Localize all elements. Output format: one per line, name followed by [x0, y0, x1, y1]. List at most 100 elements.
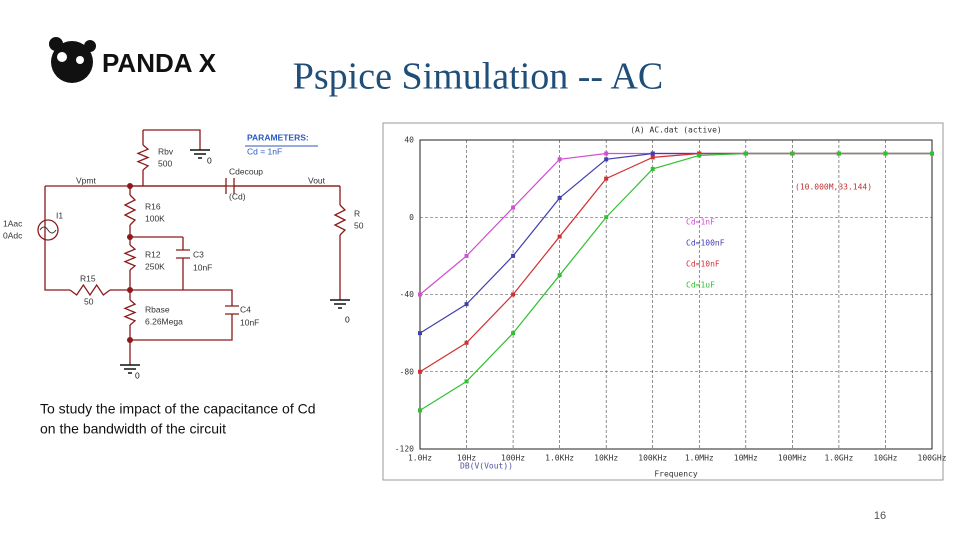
- circuit-label: 50: [84, 296, 94, 306]
- series-marker: [464, 253, 469, 258]
- series-marker: [743, 151, 748, 156]
- circuit-label: R12: [145, 249, 161, 259]
- circuit-label: 0: [207, 155, 212, 165]
- series-marker: [557, 157, 562, 162]
- circuit-label: R15: [80, 273, 96, 283]
- plot-title: (A) AC.dat (active): [630, 126, 722, 135]
- series-marker: [604, 157, 609, 162]
- circuit-label: C4: [240, 304, 251, 314]
- legend-entry: Cd=1uF: [686, 281, 715, 290]
- resistor: [123, 194, 137, 226]
- trace-label: DB(V(Vout)): [460, 462, 513, 471]
- y-tick-label: -40: [400, 290, 415, 299]
- circuit-label: 10nF: [193, 262, 212, 272]
- series-marker: [418, 408, 422, 413]
- legend-entry: Cd=100nF: [686, 239, 725, 248]
- x-tick-label: 100KHz: [638, 454, 667, 463]
- x-tick-label: 1.0MHz: [685, 454, 714, 463]
- series-marker: [464, 379, 469, 384]
- y-tick-label: 0: [409, 213, 414, 222]
- circuit-label: I1: [56, 210, 63, 220]
- x-tick-label: 100GHz: [918, 454, 947, 463]
- caption: To study the impact of the capacitance o…: [40, 401, 316, 437]
- y-tick-label: 40: [404, 136, 414, 145]
- x-tick-label: 10GHz: [873, 454, 897, 463]
- series-marker: [604, 176, 609, 181]
- x-tick-label: 1.0Hz: [408, 454, 432, 463]
- circuit-label: Vpmt: [76, 175, 96, 185]
- circuit-label: 250K: [145, 261, 165, 271]
- resistor: [333, 204, 347, 236]
- slide-title: Pspice Simulation -- AC: [293, 56, 664, 98]
- plot-frame: [382, 122, 944, 481]
- circuit-label: PARAMETERS:: [247, 132, 309, 142]
- series-marker: [511, 292, 516, 297]
- x-tick-label: 10KHz: [594, 454, 618, 463]
- annotation: (10.000M,33.144): [795, 183, 872, 192]
- circuit-label: 0: [135, 370, 140, 380]
- logo-text: PANDA X: [102, 48, 217, 78]
- circuit-label: 1Aac: [3, 218, 23, 228]
- series-marker: [464, 302, 469, 307]
- circuit-label: R: [354, 208, 360, 218]
- series-marker: [511, 331, 516, 336]
- caption-line: To study the impact of the capacitance o…: [40, 401, 316, 417]
- resistor: [69, 283, 111, 297]
- y-tick-label: -120: [395, 445, 414, 454]
- circuit-label: Cdecoup: [229, 166, 263, 176]
- series-marker: [557, 273, 562, 278]
- series-line: [419, 152, 932, 411]
- series-marker: [557, 234, 562, 239]
- page-number: 16: [874, 510, 886, 522]
- series-marker: [511, 205, 516, 210]
- legend-entry: Cd=1nF: [686, 218, 715, 227]
- series-marker: [511, 253, 516, 258]
- series-marker: [464, 340, 469, 345]
- y-tick-label: -80: [400, 367, 415, 376]
- x-tick-label: 10Hz: [457, 454, 476, 463]
- circuit-label: R16: [145, 201, 161, 211]
- circuit-label: Vout: [308, 175, 326, 185]
- series-marker: [650, 166, 655, 171]
- circuit-label: 50: [354, 220, 364, 230]
- series-marker: [418, 331, 422, 336]
- logo: PANDA X: [49, 37, 217, 83]
- circuit-label: Cd = 1nF: [247, 146, 282, 156]
- series-marker: [418, 369, 422, 374]
- circuit-label: 10nF: [240, 317, 259, 327]
- series-marker: [697, 153, 702, 158]
- x-axis-label: Frequency: [654, 470, 698, 479]
- circuit-label: C3: [193, 249, 204, 259]
- series-marker: [790, 151, 795, 156]
- circuit-label: 0: [345, 314, 350, 324]
- x-tick-label: 1.0KHz: [545, 454, 574, 463]
- series-marker: [836, 151, 841, 156]
- circuit-label: (Cd): [229, 191, 246, 201]
- circuit-label: 6.26Mega: [145, 316, 183, 326]
- resistor: [136, 144, 150, 171]
- resistor: [123, 299, 137, 326]
- x-tick-label: 10MHz: [734, 454, 758, 463]
- circuit-label: 0Adc: [3, 230, 23, 240]
- series-marker: [604, 151, 609, 156]
- series-marker: [930, 151, 934, 156]
- caption-line: on the bandwidth of the circuit: [40, 421, 226, 437]
- circuit-label: 500: [158, 158, 172, 168]
- series-marker: [557, 195, 562, 200]
- series-marker: [604, 215, 609, 220]
- x-tick-label: 100MHz: [778, 454, 807, 463]
- series-marker: [883, 151, 888, 156]
- x-tick-label: 100Hz: [501, 454, 525, 463]
- legend-entry: Cd=10nF: [686, 260, 720, 269]
- series-marker: [650, 155, 655, 160]
- resistor: [123, 244, 137, 271]
- series-marker: [418, 292, 422, 297]
- circuit-label: Rbv: [158, 146, 174, 156]
- circuit-label: Rbase: [145, 304, 170, 314]
- circuit-label: 100K: [145, 213, 165, 223]
- series-marker: [650, 151, 655, 156]
- x-tick-label: 1.0GHz: [824, 454, 853, 463]
